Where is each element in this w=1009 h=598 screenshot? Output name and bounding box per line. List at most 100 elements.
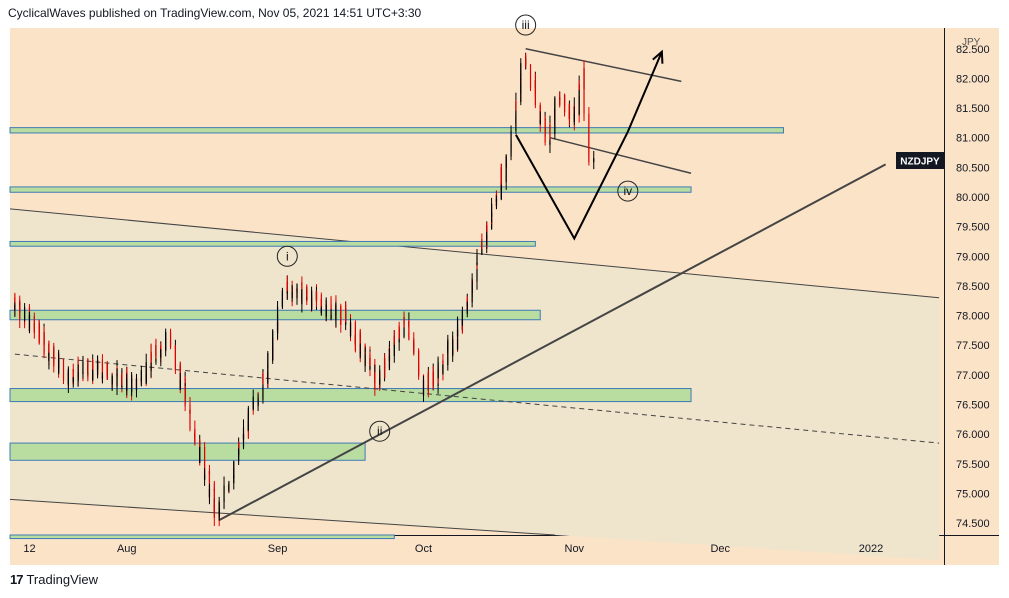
support-resistance-zone-2[interactable] [9, 240, 536, 247]
candle [325, 299, 327, 314]
candle [466, 301, 468, 314]
candle-body [38, 337, 40, 344]
candle [583, 108, 585, 119]
candle [393, 330, 395, 345]
projection-arrow-head [652, 49, 664, 64]
y-tick-label: 77.500 [956, 340, 990, 352]
candle-body [257, 399, 259, 401]
candle [155, 338, 157, 349]
candle [452, 331, 454, 356]
candle [525, 53, 527, 69]
y-tick-label: 82.500 [956, 44, 990, 56]
candle-body [588, 154, 590, 163]
footer-brand: TradingView [26, 572, 99, 587]
trendline-3[interactable] [549, 136, 692, 175]
y-tick-label: 77.000 [956, 370, 990, 382]
x-tick-label: Dec [710, 543, 730, 555]
candle-body [213, 501, 215, 518]
candle-body [563, 106, 566, 112]
support-resistance-zone-6[interactable] [9, 534, 395, 540]
candle-body [276, 306, 279, 330]
wave-label-i[interactable]: i [276, 245, 298, 267]
candle [510, 125, 512, 147]
candle-body [82, 361, 84, 366]
candle-body [194, 439, 196, 442]
candle-body [14, 304, 16, 311]
candle-body [578, 84, 580, 104]
candle-body [593, 158, 595, 163]
candle [359, 343, 361, 359]
candle-body [563, 94, 566, 106]
trendline-2[interactable] [525, 48, 682, 83]
wave-label-circle [515, 14, 537, 36]
wave-label-ii[interactable]: ii [369, 420, 391, 442]
candle-body [340, 321, 342, 325]
candle-body [403, 319, 405, 325]
candle-body [301, 289, 303, 296]
candle-body [520, 63, 522, 80]
candle-body [233, 461, 235, 474]
candle [87, 358, 89, 379]
candle-body [476, 258, 478, 265]
channel-lower-line[interactable] [9, 498, 555, 536]
candle [48, 352, 50, 370]
candle [505, 154, 507, 168]
candle-body [388, 355, 391, 362]
projection-path[interactable] [515, 51, 663, 241]
currency-label: JPY [962, 37, 981, 48]
candle [233, 460, 235, 480]
candle [281, 287, 284, 298]
candle-body [174, 351, 176, 356]
candle-body [374, 378, 376, 389]
candle [306, 285, 308, 302]
candle [388, 348, 391, 368]
candle-body [359, 352, 361, 354]
y-tick-label: 80.500 [956, 162, 990, 174]
candle-body [238, 442, 240, 448]
candle-body [432, 377, 434, 386]
support-resistance-zone-1[interactable] [9, 186, 692, 193]
candle [383, 353, 386, 378]
wave-label-iv[interactable]: iv [617, 180, 639, 202]
candle [131, 374, 133, 381]
candle [72, 377, 74, 388]
candle [218, 496, 220, 512]
channel-upper-line[interactable] [9, 208, 940, 299]
support-resistance-zone-5[interactable] [9, 442, 366, 461]
candle-body [456, 318, 459, 337]
wave-label-circle [276, 245, 298, 267]
candle-body [72, 369, 74, 377]
candle-body [174, 355, 176, 371]
x-tick-label: Aug [117, 543, 137, 555]
candle-body [559, 103, 561, 106]
candle [286, 276, 288, 292]
candle [140, 365, 142, 375]
candle-body [23, 307, 26, 312]
candle [184, 385, 186, 412]
candle-body [495, 199, 498, 203]
candle-body [408, 321, 410, 336]
support-resistance-zone-3[interactable] [9, 309, 541, 321]
candle-body [262, 373, 264, 383]
wave-label-iii[interactable]: iii [515, 14, 537, 36]
trendline-0[interactable] [218, 163, 887, 522]
candle [43, 335, 45, 359]
candle-body [568, 103, 571, 120]
candle [403, 311, 405, 328]
candle-body [92, 360, 94, 367]
support-resistance-zone-0[interactable] [9, 127, 784, 134]
candle [364, 347, 366, 372]
candle-body [252, 396, 254, 402]
y-tick-label: 79.000 [956, 251, 990, 263]
candle-body [155, 345, 157, 349]
candle [82, 355, 84, 374]
candle-body [169, 343, 172, 348]
y-tick-label: 74.500 [956, 518, 990, 530]
candle [135, 373, 138, 387]
candle-body [101, 362, 104, 372]
symbol-badge: NZDJPY [896, 152, 944, 169]
candle-body [145, 362, 147, 377]
x-tick-label: 12 [23, 543, 35, 555]
trendline-1[interactable] [14, 353, 940, 444]
